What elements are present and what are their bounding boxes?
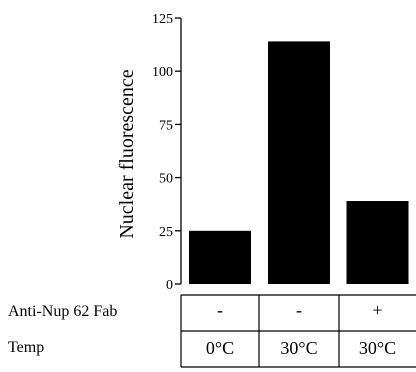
y-tick-label-5: 125 — [152, 12, 173, 27]
y-tick-label-4: 100 — [152, 65, 173, 80]
y-tick-label-0: 0 — [166, 278, 173, 293]
cell-fab-col-2: - — [296, 300, 302, 320]
cell-fab-col-1: - — [217, 300, 223, 320]
cell-temp-col-1: 0°C — [205, 338, 235, 358]
row-label-temp: Temp — [8, 339, 45, 356]
y-tick-label-3: 75 — [159, 118, 173, 133]
y-tick-label-1: 25 — [159, 225, 173, 240]
bars — [189, 41, 409, 284]
y-axis-label: Nuclear fluorescence — [116, 69, 138, 238]
cell-temp-col-3: 30°C — [358, 338, 397, 358]
y-ticks: 0 25 50 75 100 125 — [152, 12, 181, 293]
cell-fab-col-3: + — [372, 300, 383, 320]
y-tick-label-2: 50 — [159, 172, 173, 187]
row-label-anti-nup-62-fab: Anti-Nup 62 Fab — [8, 303, 118, 320]
bar-1 — [189, 230, 251, 284]
bar-2 — [268, 41, 330, 284]
cell-temp-col-2: 30°C — [280, 338, 318, 358]
condition-table-grid — [180, 294, 416, 368]
bar-3 — [346, 201, 409, 284]
